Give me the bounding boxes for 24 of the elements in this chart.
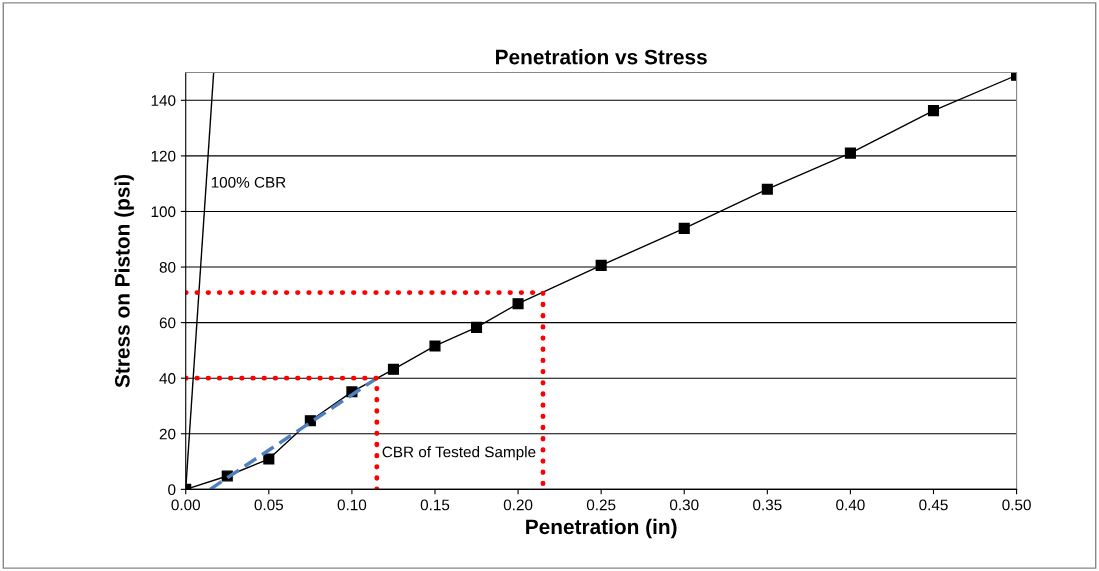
x-tick-label: 0.15 <box>420 499 450 511</box>
x-tick-label: 0.45 <box>919 499 948 511</box>
x-tick-label: 0.35 <box>753 499 782 511</box>
chart-title: Penetration vs Stress <box>496 49 707 65</box>
y-tick-label: 120 <box>151 150 176 162</box>
x-axis-title: Penetration (in) <box>526 518 677 539</box>
x-tick-label: 0.50 <box>1002 499 1031 511</box>
y-tick-label: 60 <box>159 317 176 329</box>
x-tick-label: 0.05 <box>254 499 284 511</box>
x-tick-label: 0.30 <box>669 499 699 511</box>
y-tick-label: 20 <box>159 428 176 440</box>
y-tick-label: 40 <box>159 373 176 384</box>
x-tick-label: 0.20 <box>503 499 533 511</box>
x-tick-label: 0.10 <box>337 499 367 511</box>
y-tick-label: 80 <box>159 261 176 273</box>
x-tick-label: 0.00 <box>171 499 200 511</box>
x-tick-label: 0.40 <box>836 499 865 511</box>
y-tick-label: 100 <box>151 206 176 218</box>
y-axis-title: Stress on Piston (psi) <box>114 174 134 388</box>
y-tick-label: 0 <box>168 484 176 496</box>
y-tick-label: 140 <box>151 95 176 106</box>
annotation: CBR of Tested Sample <box>382 446 536 461</box>
annotation: 100% CBR <box>211 176 286 188</box>
x-tick-label: 0.25 <box>586 499 616 511</box>
